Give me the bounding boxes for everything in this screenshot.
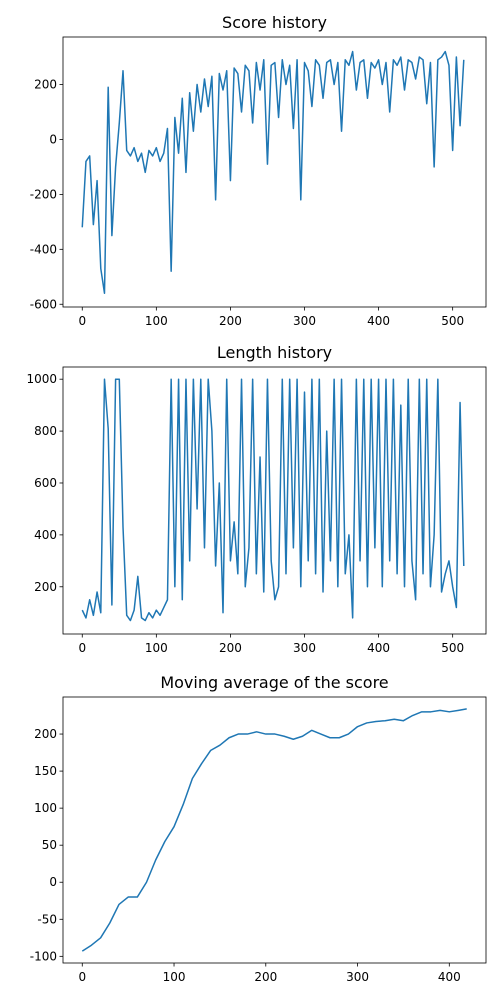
axes-frame <box>62 366 487 635</box>
x-tick-label: 400 <box>367 641 390 655</box>
x-tick-label: 400 <box>438 970 461 984</box>
y-tick-label: 400 <box>34 528 57 542</box>
y-tick-label: -400 <box>30 242 57 256</box>
x-tick-label: 100 <box>145 641 168 655</box>
chart-title: Score history <box>222 13 327 32</box>
y-tick-label: 50 <box>42 838 57 852</box>
x-tick-label: 300 <box>346 970 369 984</box>
line-series <box>81 378 465 622</box>
y-tick-label: 100 <box>34 801 57 815</box>
y-tick-label: -600 <box>30 297 57 311</box>
y-tick-label: 150 <box>34 764 57 778</box>
y-tick-label: -200 <box>30 187 57 201</box>
chart-title: Length history <box>217 343 332 362</box>
y-tick-label: -100 <box>30 949 57 963</box>
chart-title: Moving average of the score <box>160 673 388 692</box>
x-tick-label: 0 <box>78 970 86 984</box>
y-tick-label: 200 <box>34 727 57 741</box>
line-series <box>81 50 465 295</box>
y-tick-label: 0 <box>49 132 57 146</box>
x-tick-label: 200 <box>219 641 242 655</box>
x-tick-label: 400 <box>367 314 390 328</box>
y-tick-label: 200 <box>34 78 57 92</box>
y-tick-label: 0 <box>49 875 57 889</box>
x-tick-label: 100 <box>145 314 168 328</box>
x-tick-label: 300 <box>293 314 316 328</box>
x-tick-label: 200 <box>254 970 277 984</box>
x-tick-label: 300 <box>293 641 316 655</box>
y-tick-label: 1000 <box>26 372 57 386</box>
line-series <box>81 708 467 952</box>
y-tick-label: 800 <box>34 424 57 438</box>
x-tick-label: 0 <box>78 314 86 328</box>
x-tick-label: 500 <box>441 641 464 655</box>
x-tick-label: 0 <box>78 641 86 655</box>
y-tick-label: 200 <box>34 580 57 594</box>
axes-frame <box>62 36 487 308</box>
y-tick-label: -50 <box>37 912 57 926</box>
x-tick-label: 500 <box>441 314 464 328</box>
y-tick-label: 600 <box>34 476 57 490</box>
x-tick-label: 200 <box>219 314 242 328</box>
x-tick-label: 100 <box>163 970 186 984</box>
axes-frame <box>62 696 487 964</box>
